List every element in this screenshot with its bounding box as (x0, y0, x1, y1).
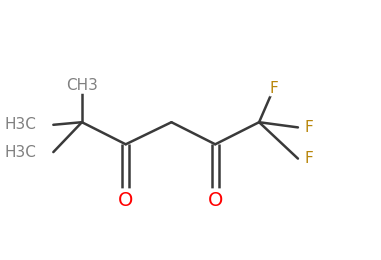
Text: H3C: H3C (4, 145, 36, 160)
Text: F: F (270, 81, 279, 96)
Text: F: F (305, 151, 314, 166)
Text: CH3: CH3 (66, 78, 98, 93)
Text: O: O (118, 191, 133, 210)
Text: F: F (305, 120, 314, 135)
Text: H3C: H3C (4, 117, 36, 132)
Text: O: O (208, 191, 223, 210)
